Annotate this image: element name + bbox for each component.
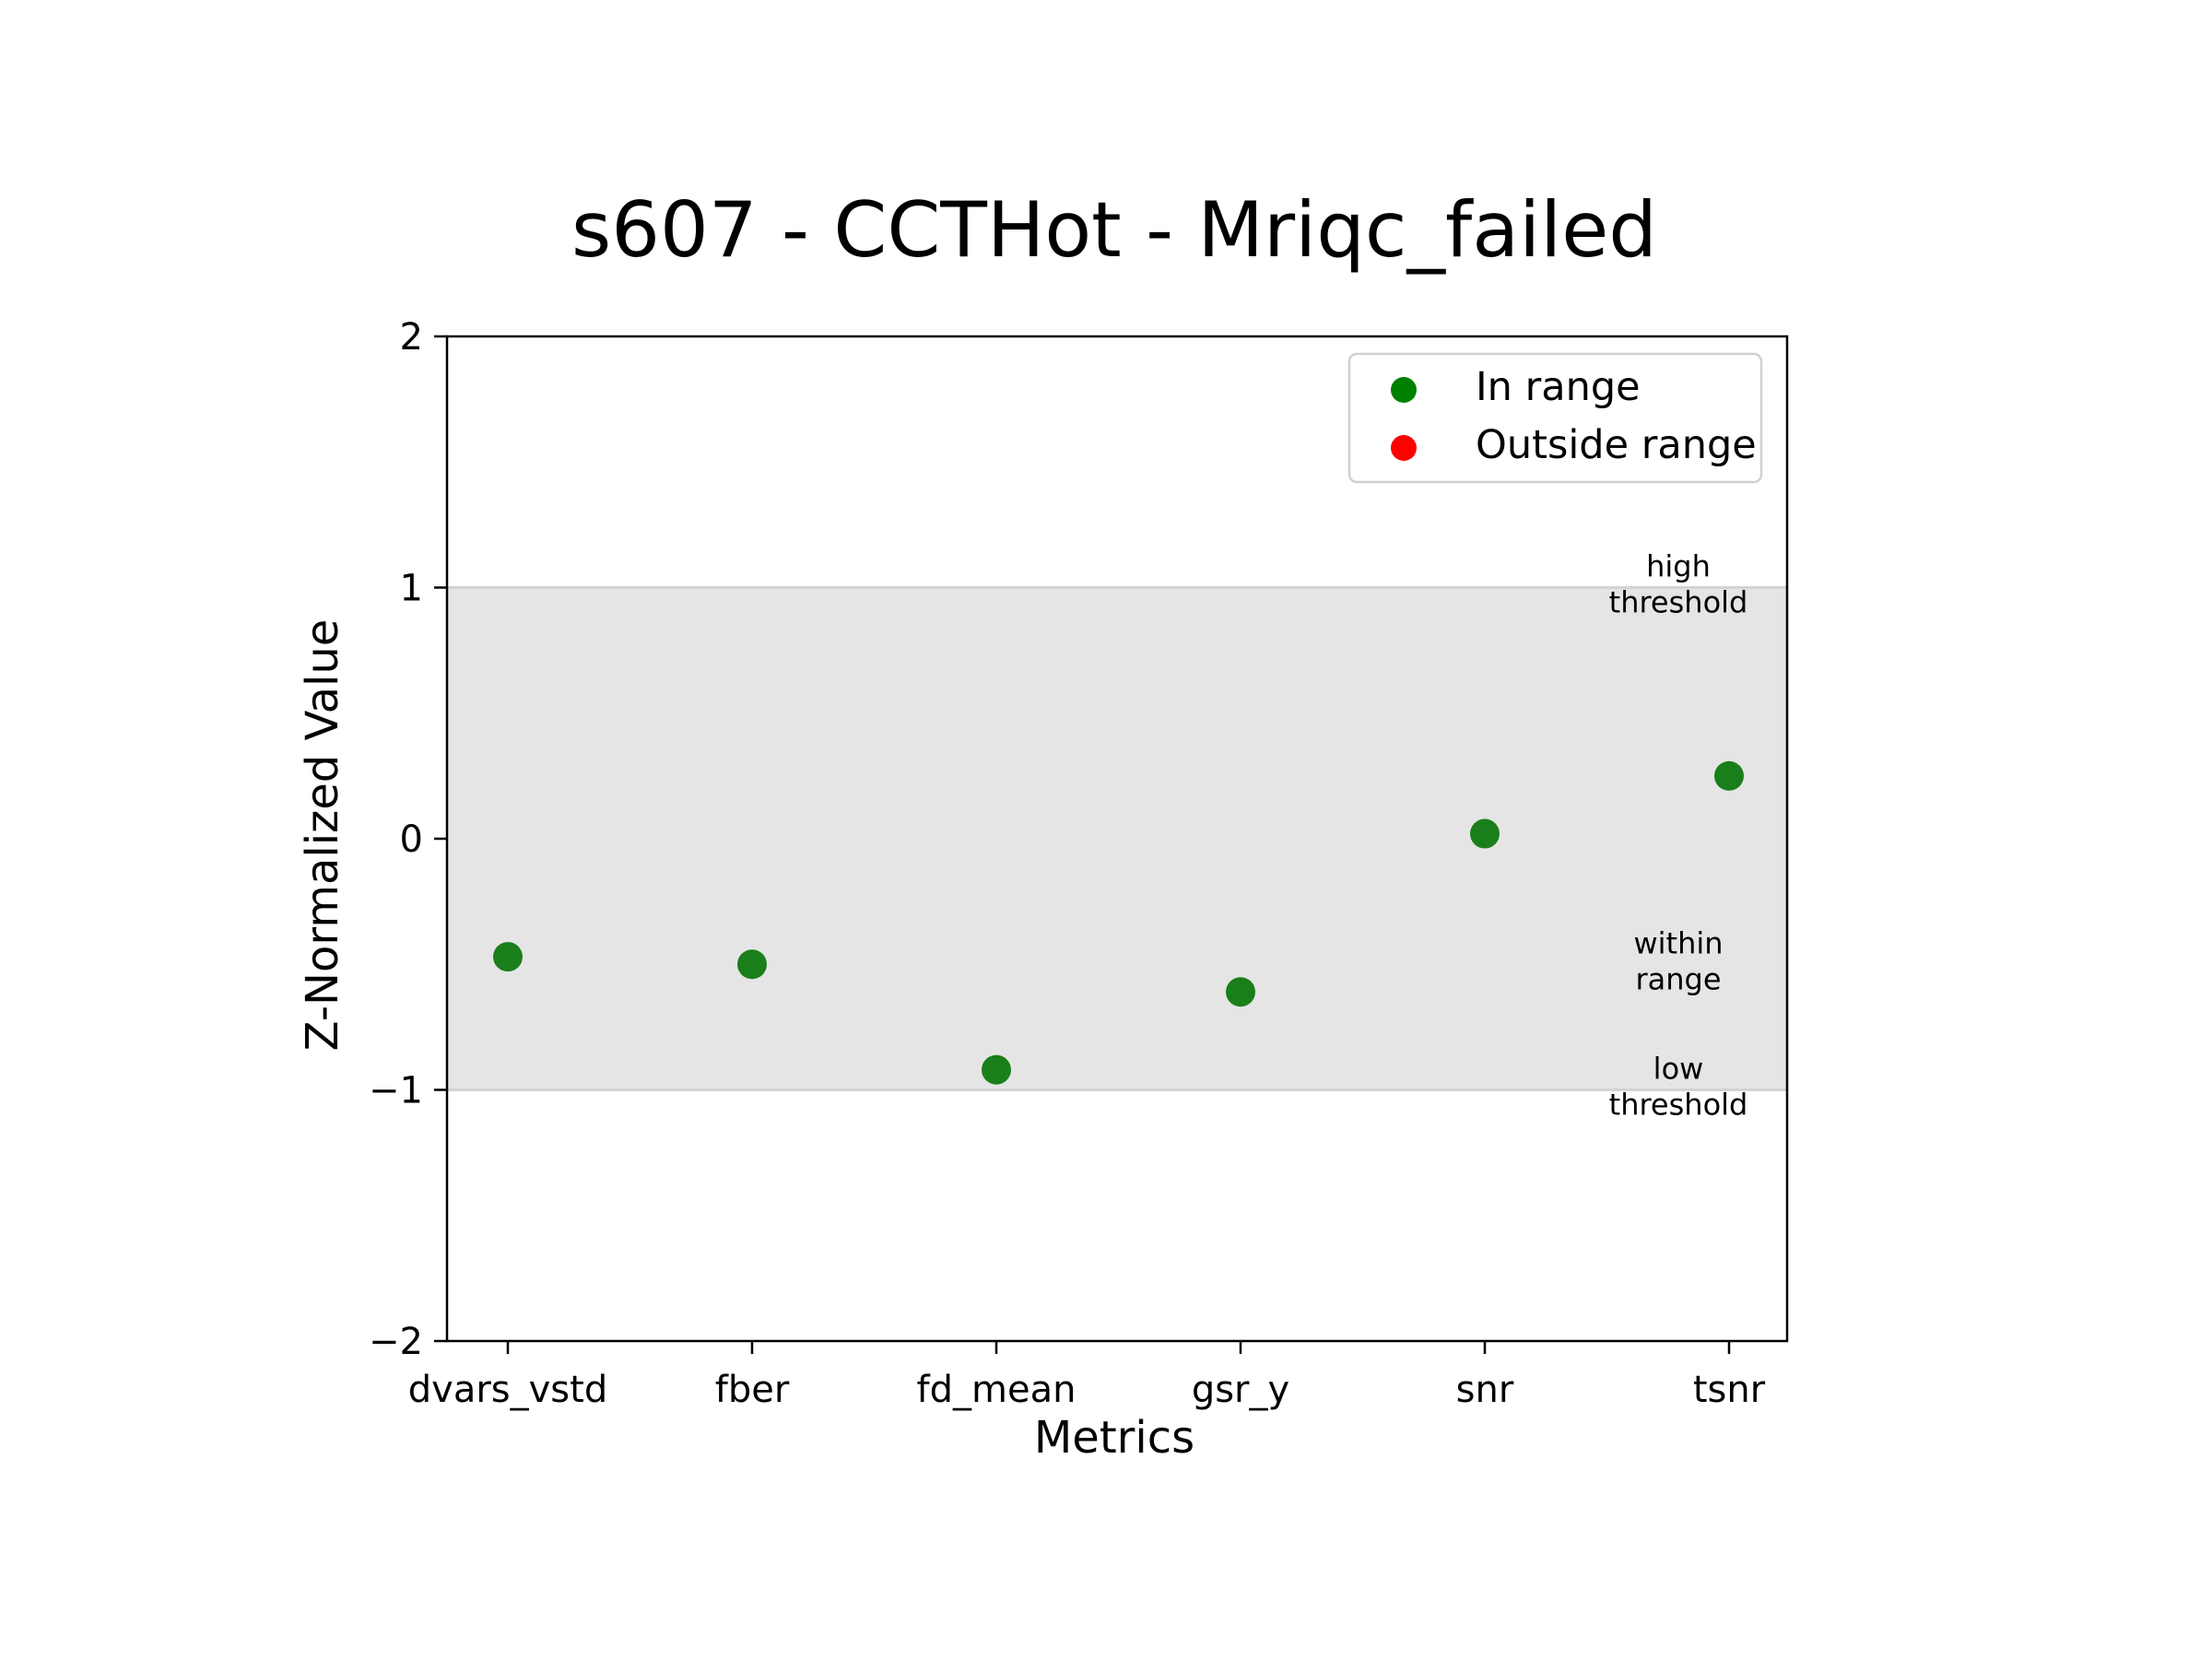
data-point-snr [1470,818,1500,849]
annotation-1-line-0: within [1633,925,1723,960]
data-points [493,760,1744,1085]
legend-box [1347,352,1763,484]
legend-marker-outside-range [1391,435,1417,461]
x-tick-label-snr: snr [1456,1369,1514,1411]
x-tick-label-fd_mean: fd_mean [917,1369,1077,1411]
data-point-dvars_vstd [493,942,523,972]
legend-label-outside-range: Outside range [1476,422,1757,468]
annotation-1-line-1: range [1635,961,1721,996]
legend: In range Outside range [1347,352,1763,484]
data-point-fd_mean [982,1054,1011,1085]
data-point-fber [737,949,767,980]
legend-marker-in-range [1391,377,1417,403]
annotation-0: high threshold [1609,549,1748,620]
x-tick-label-fber: fber [715,1369,790,1411]
annotation-0-line-1: threshold [1609,585,1748,620]
y-axis-label: Z-Normalized Value [297,619,348,1052]
data-point-gsr_y [1226,977,1255,1007]
x-axis: dvars_vstd fber fd_mean gsr_y snr tsnr [408,1341,1766,1411]
annotation-2: low threshold [1609,1052,1748,1123]
data-point-tsnr [1714,760,1744,791]
annotation-1: within range [1633,925,1723,996]
y-tick-label: −2 [369,1321,423,1363]
x-tick-label-dvars_vstd: dvars_vstd [408,1369,607,1411]
legend-label-in-range: In range [1476,364,1641,410]
annotation-0-line-0: high [1646,549,1711,584]
x-tick-label-tsnr: tsnr [1693,1369,1766,1411]
annotation-2-line-0: low [1653,1052,1704,1087]
x-axis-label: Metrics [1034,1412,1194,1464]
within-range-band [447,587,1787,1090]
chart-title: s607 - CCTHot - Mriqc_failed [571,185,1657,275]
y-axis: 2 1 0 −1 −2 [369,316,447,1363]
y-tick-label: 2 [400,316,423,359]
x-tick-label-gsr_y: gsr_y [1192,1369,1289,1411]
annotation-2-line-1: threshold [1609,1088,1748,1123]
y-tick-label: −1 [369,1070,423,1112]
y-tick-label: 1 [400,568,423,610]
y-tick-label: 0 [400,818,423,861]
